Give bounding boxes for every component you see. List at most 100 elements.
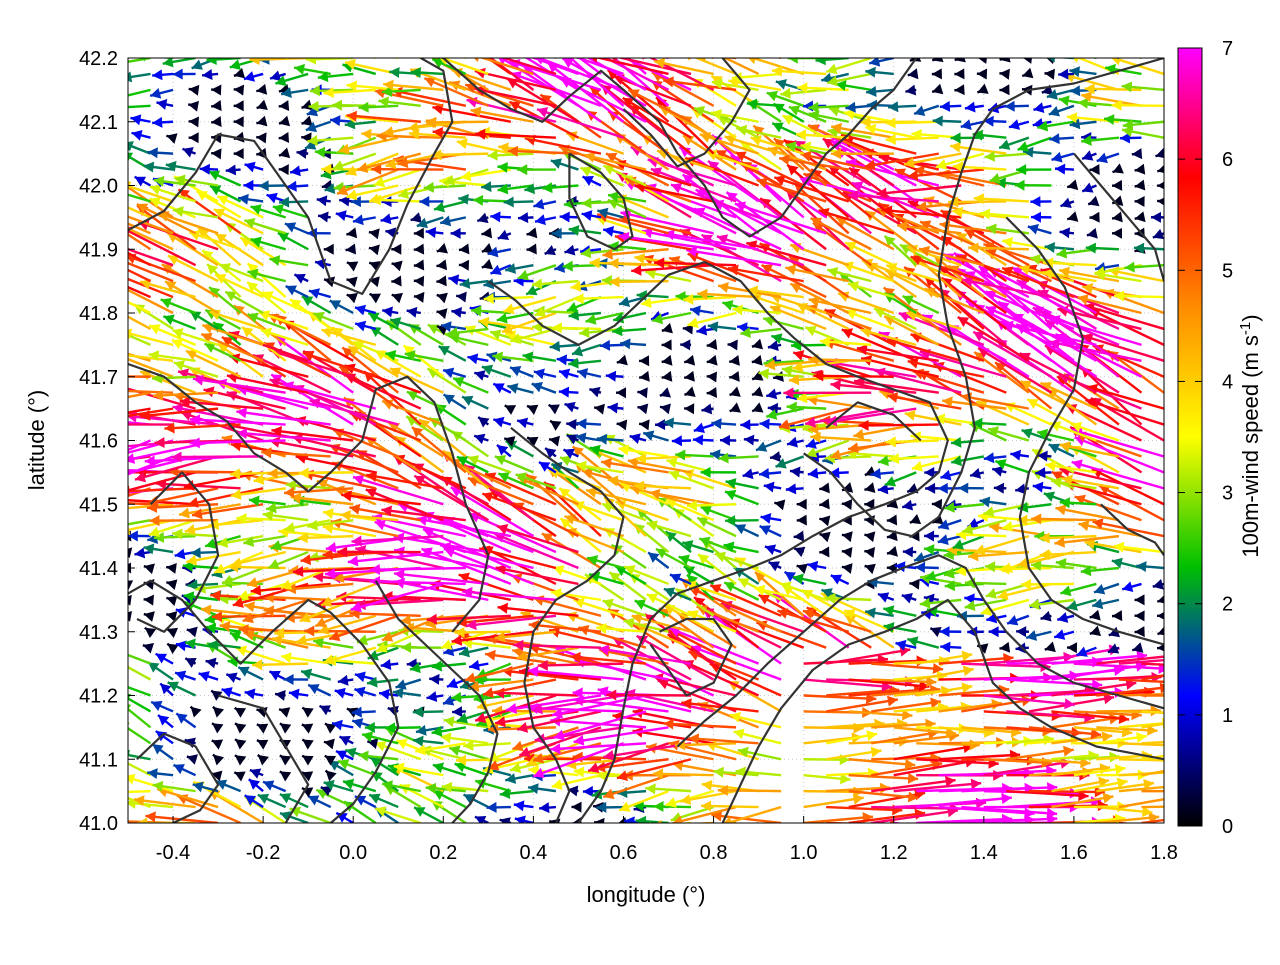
wind-vector-head <box>1153 579 1164 590</box>
wind-vector <box>707 339 718 350</box>
wind-vector <box>257 724 268 734</box>
wind-vector <box>379 689 398 700</box>
wind-vector-head <box>74 797 85 808</box>
wind-vector-shaft <box>119 753 151 759</box>
wind-vector-head <box>48 450 58 461</box>
wind-vector <box>235 708 246 718</box>
wind-vector-shaft <box>48 284 128 297</box>
wind-vector <box>346 277 357 288</box>
wind-vector-head <box>903 546 913 557</box>
wind-vector <box>338 759 376 775</box>
wind-vector <box>903 295 939 313</box>
wind-vector-head <box>912 461 923 472</box>
wind-vector-head <box>302 724 313 734</box>
wind-vector <box>807 561 826 572</box>
wind-vector <box>639 419 650 430</box>
wind-vector-head <box>759 419 769 430</box>
wind-vector-shaft <box>121 615 128 616</box>
wind-vector-head <box>407 307 418 318</box>
wind-vector-head <box>355 305 366 316</box>
wind-vector <box>769 561 782 571</box>
wind-vector <box>298 532 354 543</box>
wind-vector <box>515 816 534 827</box>
wind-vector-head <box>67 694 78 704</box>
wind-vector <box>539 802 556 813</box>
wind-vector-head <box>109 520 120 531</box>
wind-vector-head <box>958 483 968 494</box>
wind-vector <box>707 371 717 382</box>
wind-vector-head <box>1122 581 1133 592</box>
wind-vector-head <box>639 419 650 430</box>
wind-vector <box>289 689 308 700</box>
wind-vector <box>517 418 533 429</box>
wind-vector <box>1114 291 1164 302</box>
wind-vector-head <box>437 308 448 319</box>
wind-vector-shaft <box>58 333 128 344</box>
wind-vector-head <box>39 259 50 270</box>
wind-vector <box>86 419 173 430</box>
wind-vector-head <box>280 755 291 765</box>
wind-vector-head <box>887 515 897 526</box>
wind-vector <box>909 579 919 590</box>
wind-vector-head <box>1157 594 1168 605</box>
wind-vector-head <box>920 598 931 609</box>
wind-vector <box>257 740 268 750</box>
wind-vector <box>566 419 578 430</box>
wind-vector <box>167 628 178 638</box>
wind-vector-head <box>1112 610 1122 621</box>
wind-vector-shaft <box>122 581 128 584</box>
wind-vector <box>143 643 154 653</box>
wind-vector <box>286 286 309 298</box>
wind-vector-head <box>108 325 119 335</box>
wind-vector <box>694 423 714 433</box>
wind-vector <box>564 402 578 412</box>
wind-vector <box>156 654 173 664</box>
wind-vector-head <box>909 579 919 590</box>
wind-vector-head <box>662 339 672 350</box>
wind-vector <box>915 562 939 573</box>
wind-vector <box>308 795 331 807</box>
wind-vector-head <box>100 787 110 798</box>
wind-vector <box>392 293 403 303</box>
wind-vector-head <box>711 418 721 429</box>
wind-vector-head <box>616 387 626 398</box>
wind-vector-head <box>302 739 313 749</box>
wind-vector-head <box>145 628 156 638</box>
wind-vector <box>752 402 763 412</box>
wind-vector-shaft <box>101 646 128 664</box>
wind-vector-head <box>349 504 360 515</box>
wind-vector-head <box>1136 561 1146 572</box>
wind-vector <box>637 403 648 414</box>
wind-vector <box>74 797 128 808</box>
wind-vector-head <box>1045 642 1056 653</box>
wind-vector-head <box>358 751 369 762</box>
wind-vector-head <box>192 508 203 519</box>
wind-vector-head <box>86 398 97 409</box>
wind-vector-head <box>902 500 913 511</box>
wind-vector-head <box>552 779 563 790</box>
wind-vector <box>124 774 173 791</box>
wind-vector-head <box>81 227 92 237</box>
wind-vector <box>842 563 853 574</box>
wind-vector <box>624 565 668 584</box>
wind-vector-head <box>624 816 635 827</box>
wind-vector-head <box>550 341 560 352</box>
wind-vector <box>113 648 151 664</box>
wind-vector <box>905 410 962 425</box>
wind-vector-head <box>664 417 674 428</box>
wind-vector <box>528 783 556 794</box>
wind-vector <box>773 371 784 382</box>
wind-vector-head <box>1157 610 1167 621</box>
wind-vector <box>756 441 781 452</box>
wind-vector <box>437 293 448 303</box>
wind-vector <box>199 671 218 681</box>
wind-vector <box>819 498 829 509</box>
wind-vector-head <box>244 601 255 612</box>
wind-vector-head <box>984 452 995 463</box>
wind-vector <box>381 659 399 670</box>
wind-vector <box>294 274 308 284</box>
wind-vector-head <box>179 508 190 519</box>
wind-vector-head <box>766 388 777 399</box>
wind-vector-head <box>940 470 951 481</box>
wind-vector-shaft <box>100 791 151 793</box>
